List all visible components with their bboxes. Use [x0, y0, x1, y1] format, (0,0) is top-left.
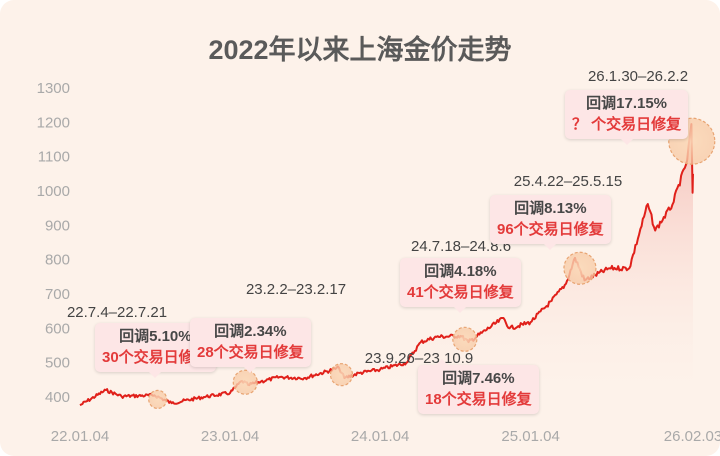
recovery-days: 41个交易日修复	[407, 284, 514, 301]
drawdown-period-label: 22.7.4–22.7.21	[67, 304, 167, 321]
drawdown-marker	[148, 389, 168, 410]
y-tick-label: 500	[45, 355, 70, 372]
drawdown-callout: 回调4.18% 41个交易日修复	[400, 258, 521, 313]
y-tick-label: 1200	[37, 114, 70, 131]
drawdown-callout: 回调8.13% 96个交易日修复	[490, 195, 611, 250]
y-tick-label: 900	[45, 217, 70, 234]
drawdown-marker	[329, 363, 354, 387]
drawdown-period-label: 23.2.2–23.2.17	[246, 281, 346, 298]
drawdown-marker	[452, 326, 478, 352]
drawdown-callout: 回调2.34% 28个交易日修复	[190, 318, 311, 373]
drawdown-period-label: 25.4.22–25.5.15	[514, 173, 622, 190]
drawdown-marker	[232, 369, 258, 395]
y-tick-label: 1000	[37, 183, 70, 200]
drawdown-percent: 回调4.18%	[424, 263, 497, 280]
y-tick-label: 600	[45, 320, 70, 337]
x-tick-label: 24.01.04	[351, 428, 409, 445]
x-tick-label: 23.01.04	[201, 428, 259, 445]
x-tick-label: 26.02.03	[664, 428, 720, 445]
drawdown-percent: 回调8.13%	[514, 200, 587, 217]
y-tick-label: 400	[45, 389, 70, 406]
recovery-days: 18个交易日修复	[425, 391, 532, 408]
drawdown-callout: 回调17.15% ？ 个交易日修复	[565, 90, 689, 145]
drawdown-period-label: 24.7.18–24.8.6	[411, 238, 511, 255]
chart-title: 2022年以来上海金价走势	[208, 35, 512, 65]
recovery-days: 96个交易日修复	[497, 221, 604, 238]
drawdown-percent: 回调17.15%	[586, 95, 668, 112]
drawdown-percent: 回调2.34%	[214, 323, 287, 340]
x-tick-label: 25.01.04	[501, 428, 559, 445]
recovery-days: 30个交易日修复	[102, 349, 209, 366]
y-tick-label: 1100	[38, 149, 70, 166]
recovery-days: 28个交易日修复	[197, 344, 304, 361]
price-area	[80, 124, 693, 410]
y-tick-label: 1300	[37, 80, 70, 97]
drawdown-marker	[563, 251, 597, 285]
drawdown-callout: 回调7.46% 18个交易日修复	[418, 359, 539, 414]
y-tick-label: 800	[45, 252, 70, 269]
y-tick-label: 700	[45, 286, 70, 303]
drawdown-percent: 回调5.10%	[119, 328, 192, 345]
drawdown-period-label: 26.1.30–26.2.2	[588, 68, 688, 85]
recovery-days: ？ 个交易日修复	[572, 116, 682, 133]
drawdown-percent: 回调7.46%	[442, 370, 515, 387]
x-tick-label: 22.01.04	[51, 428, 109, 445]
